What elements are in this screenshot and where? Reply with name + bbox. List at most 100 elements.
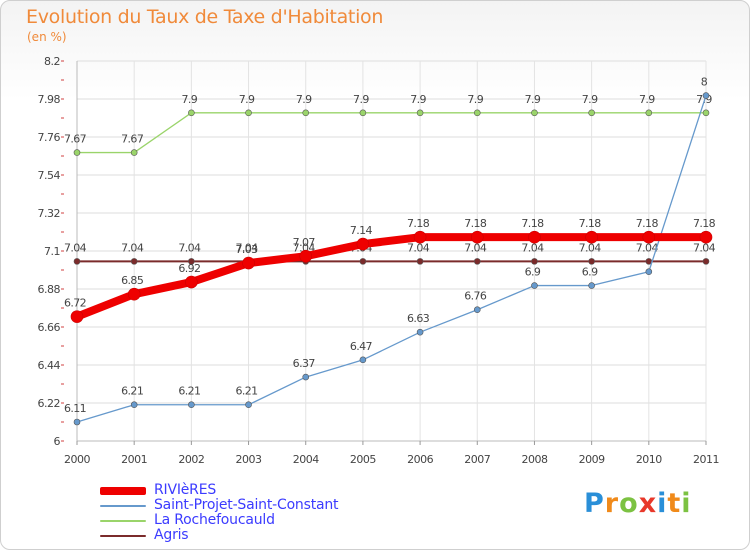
legend-swatch-rivieres [100,487,146,495]
data-point [73,418,81,426]
x-tick-label: 2003 [236,453,262,466]
data-point [416,258,424,265]
logo-letter: o [619,488,639,519]
data-label: 7.04 [636,241,659,254]
data-label: 6.11 [64,402,86,415]
legend-swatch-saint-projet [100,505,146,507]
logo-letter: t [667,488,682,519]
y-tick-label: 6.44 [38,359,61,372]
x-tick-label: 2010 [636,453,662,466]
data-label: 6.9 [525,266,541,279]
data-label: 7.67 [64,133,87,146]
series-line [76,112,707,154]
data-point [359,258,367,265]
data-label: 7.9 [639,93,655,106]
x-tick-label: 2001 [121,453,147,466]
data-point [242,256,255,270]
data-point [473,306,481,314]
chart-title: Evolution du Taux de Taxe d'Habitation [26,6,384,28]
legend-swatch-agris [100,535,146,537]
data-point [302,373,310,381]
data-label: 6.47 [350,340,373,353]
data-label: 7.9 [296,93,312,106]
x-tick-label: 2009 [579,453,605,466]
data-label: 6.21 [178,385,200,398]
data-label: 6.37 [293,357,316,370]
y-tick-label: 6.88 [38,283,61,296]
data-label: 7.9 [353,93,369,106]
x-tick-label: 2002 [178,453,204,466]
data-label: 7.9 [582,93,598,106]
data-point [416,109,424,117]
logo-letter: P [584,488,605,519]
legend-label-saint-projet: Saint-Projet-Saint-Constant [154,497,339,513]
data-label: 7.9 [525,93,541,106]
data-point [645,109,653,117]
x-tick-label: 2005 [350,453,376,466]
data-point [359,109,367,117]
data-point [585,230,598,244]
data-label: 6.21 [235,385,257,398]
data-point [356,237,370,251]
y-tick-label: 8.2 [44,55,60,68]
chart-subtitle: (en %) [27,30,67,44]
logo-letter: i [657,488,668,519]
data-point [470,230,484,244]
data-label: 6.92 [178,262,200,275]
data-point [473,258,481,265]
data-label: 7.04 [579,241,602,254]
proxiti-logo[interactable]: Proxiti [584,488,692,519]
x-tick-label: 2008 [521,453,547,466]
data-point [127,287,141,301]
data-label: 7.03 [235,243,258,256]
x-tick-label: 2011 [693,453,719,466]
data-label: 7.04 [235,241,258,254]
logo-letter: x [638,488,658,519]
y-tick-label: 6.22 [38,397,61,410]
x-tick-label: 2007 [464,453,490,466]
data-label: 7.04 [293,241,316,254]
data-label: 7.04 [64,241,87,254]
data-label: 7.18 [636,217,659,230]
data-label: 6.72 [64,297,86,310]
y-tick-label: 7.76 [38,131,61,144]
data-point [188,401,195,409]
data-point [70,310,84,323]
data-label: 7.9 [239,93,255,106]
y-tick-label: 7.1 [44,245,60,258]
legend-swatch-la-rochefoucauld [100,520,146,522]
data-point [73,258,81,265]
y-tick-label: 7.32 [38,207,61,220]
x-tick-label: 2000 [64,453,90,466]
data-point [413,230,427,244]
data-point [528,230,541,244]
data-label: 6.9 [582,266,598,279]
data-point [130,258,138,265]
data-point [73,149,81,156]
data-point [130,401,138,409]
data-point [302,109,310,117]
data-point [245,401,252,409]
data-label: 7.18 [521,217,544,230]
data-point [416,328,424,336]
legend-label-rivieres: RIVIèRES [154,482,217,498]
data-label: 7.04 [407,241,430,254]
data-point [588,258,595,265]
data-point [359,356,367,364]
data-point [699,230,713,244]
y-tick-label: 7.98 [38,93,61,106]
data-label: 6.76 [464,290,487,303]
data-point [642,230,656,244]
data-label: 8 [701,76,708,89]
y-tick-label: 6 [54,435,61,448]
x-tick-label: 2006 [407,453,433,466]
data-point [588,109,595,117]
data-label: 7.18 [407,217,430,230]
data-point [702,258,710,265]
y-tick-label: 6.66 [38,321,61,334]
data-point [188,109,195,117]
data-label: 7.04 [178,241,201,254]
x-tick-label: 2004 [293,453,319,466]
legend-label-agris: Agris [154,527,189,543]
